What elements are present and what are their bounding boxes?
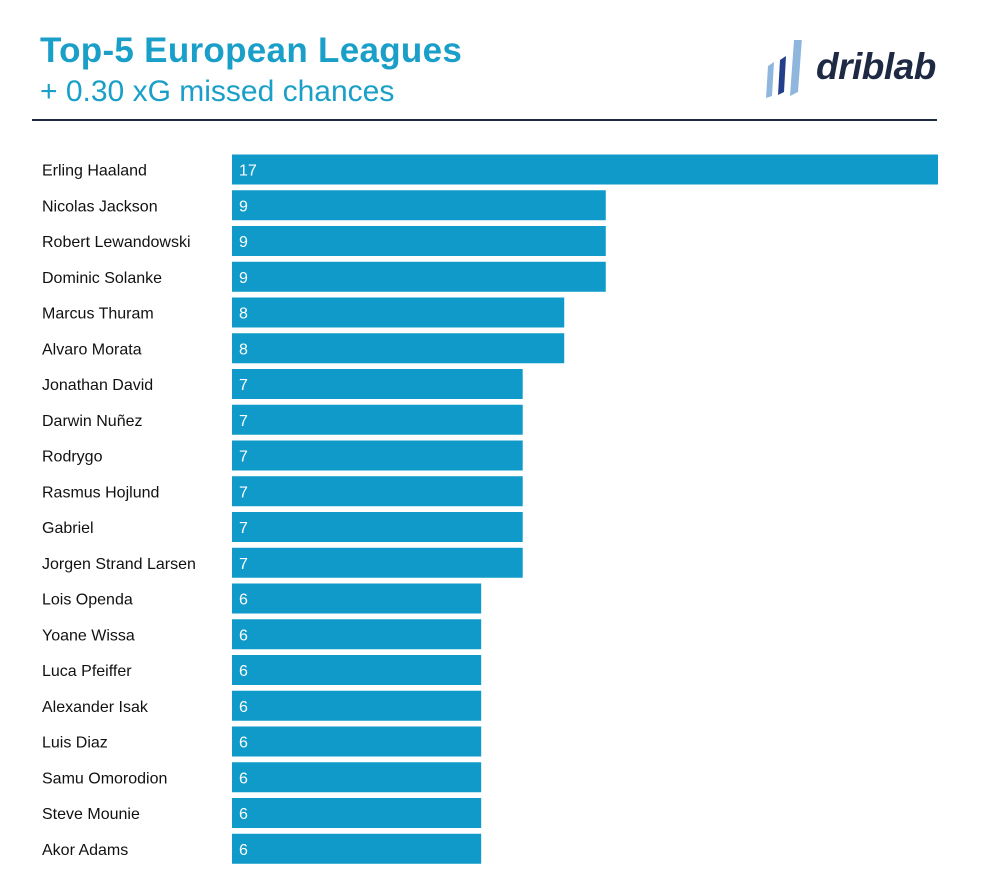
logo-wordmark: driblab [816,46,936,87]
category-label: Rasmus Hojlund [42,484,159,501]
category-label: Gabriel [42,520,94,537]
value-label: 7 [239,413,248,430]
value-label: 8 [239,306,248,323]
bar [232,547,523,578]
category-label: Alexander Isak [42,699,149,716]
value-label: 6 [239,663,248,680]
header-divider [32,119,937,121]
category-label: Steve Mounie [42,806,140,823]
value-label: 7 [239,484,248,501]
value-label: 7 [239,520,248,537]
bar [232,333,565,364]
value-label: 6 [239,592,248,609]
value-label: 17 [239,163,257,180]
bar [232,476,523,507]
driblab-logo: driblab [762,38,942,100]
category-label: Akor Adams [42,842,128,859]
bar [232,297,565,328]
category-label: Nicolas Jackson [42,198,158,215]
bar [232,369,523,399]
value-label: 7 [239,449,248,466]
value-label: 9 [239,270,248,287]
category-label: Dominic Solanke [42,270,162,287]
value-label: 6 [239,627,248,644]
category-label: Robert Lewandowski [42,234,191,251]
bar [232,762,482,793]
category-label: Luis Diaz [42,735,108,752]
bar [232,261,606,292]
value-label: 7 [239,556,248,573]
bar [232,190,606,221]
value-label: 8 [239,341,248,358]
chart-subtitle: + 0.30 xG missed chances [40,75,395,108]
category-label: Jorgen Strand Larsen [42,556,196,573]
bar [232,440,523,471]
bar [232,583,482,614]
category-label: Samu Omorodion [42,770,167,787]
bar [232,690,482,721]
category-label: Darwin Nuñez [42,413,142,430]
bar [232,404,523,435]
bar [232,512,523,542]
category-label: Erling Haaland [42,163,147,180]
value-label: 6 [239,735,248,752]
bar [232,655,482,685]
category-label: Yoane Wissa [42,627,135,644]
chart-title: Top-5 European Leagues [40,31,463,70]
category-label: Lois Openda [42,592,133,609]
category-label: Alvaro Morata [42,341,142,358]
value-label: 9 [239,198,248,215]
bar [232,798,482,828]
value-label: 9 [239,234,248,251]
value-label: 6 [239,770,248,787]
bar [232,226,606,256]
bar [232,726,482,757]
category-label: Luca Pfeiffer [42,663,132,680]
category-label: Marcus Thuram [42,306,154,323]
value-label: 6 [239,699,248,716]
value-label: 6 [239,806,248,823]
bar [232,619,482,650]
category-label: Rodrygo [42,449,103,466]
bar [232,154,938,185]
value-label: 7 [239,377,248,394]
bar [232,833,482,864]
value-label: 6 [239,842,248,859]
driblab-logo-mark-icon [766,38,802,98]
category-label: Jonathan David [42,377,153,394]
